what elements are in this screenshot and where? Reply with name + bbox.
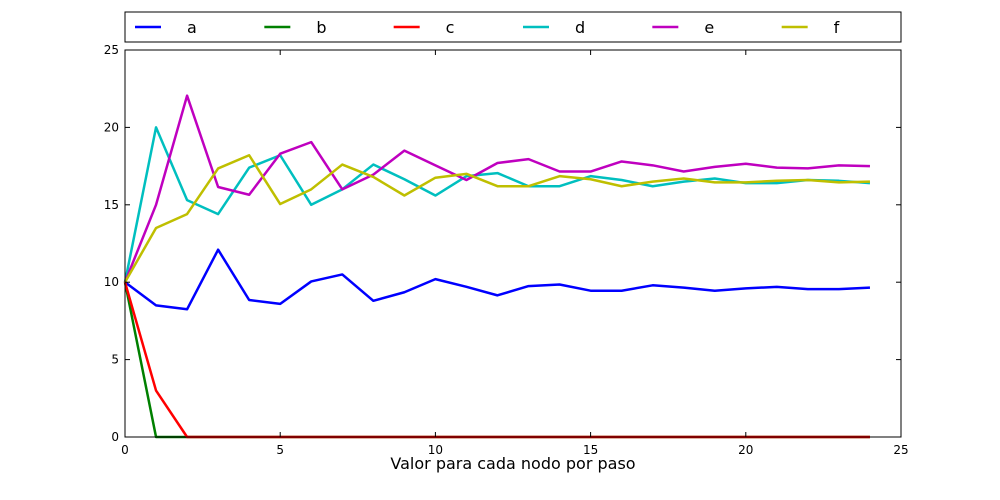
legend-label-d: d (575, 18, 585, 37)
x-tick-label: 20 (738, 443, 753, 457)
legend-label-f: f (834, 18, 840, 37)
y-tick-label: 10 (104, 275, 119, 289)
legend: a b c d e f (124, 11, 902, 43)
legend-label-e: e (704, 18, 714, 37)
x-axis-title: Valor para cada nodo por paso (390, 454, 635, 473)
y-tick-label: 20 (104, 120, 119, 134)
x-tick-label: 5 (276, 443, 284, 457)
x-tick-label: 25 (893, 443, 908, 457)
plot-area (125, 50, 901, 437)
y-tick-label: 5 (111, 353, 119, 367)
series-line-f (123, 154, 870, 283)
x-tick-label: 0 (121, 443, 129, 457)
legend-frame (124, 11, 902, 43)
y-tick-label: 0 (111, 430, 119, 444)
x-tick-label: 15 (583, 443, 598, 457)
legend-label-a: a (187, 18, 197, 37)
legend-label-b: b (316, 18, 326, 37)
y-tick-label: 15 (104, 198, 119, 212)
plot-frame (124, 49, 902, 438)
x-tick-label: 10 (428, 443, 443, 457)
y-tick-label: 25 (104, 43, 119, 57)
legend-label-c: c (446, 18, 455, 37)
series-line-e (123, 94, 870, 283)
series-line-a (124, 248, 871, 311)
